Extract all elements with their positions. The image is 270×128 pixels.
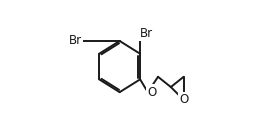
Text: Br: Br [140, 27, 153, 40]
Text: O: O [179, 93, 188, 106]
Text: Br: Br [69, 34, 82, 47]
Text: O: O [147, 86, 156, 99]
